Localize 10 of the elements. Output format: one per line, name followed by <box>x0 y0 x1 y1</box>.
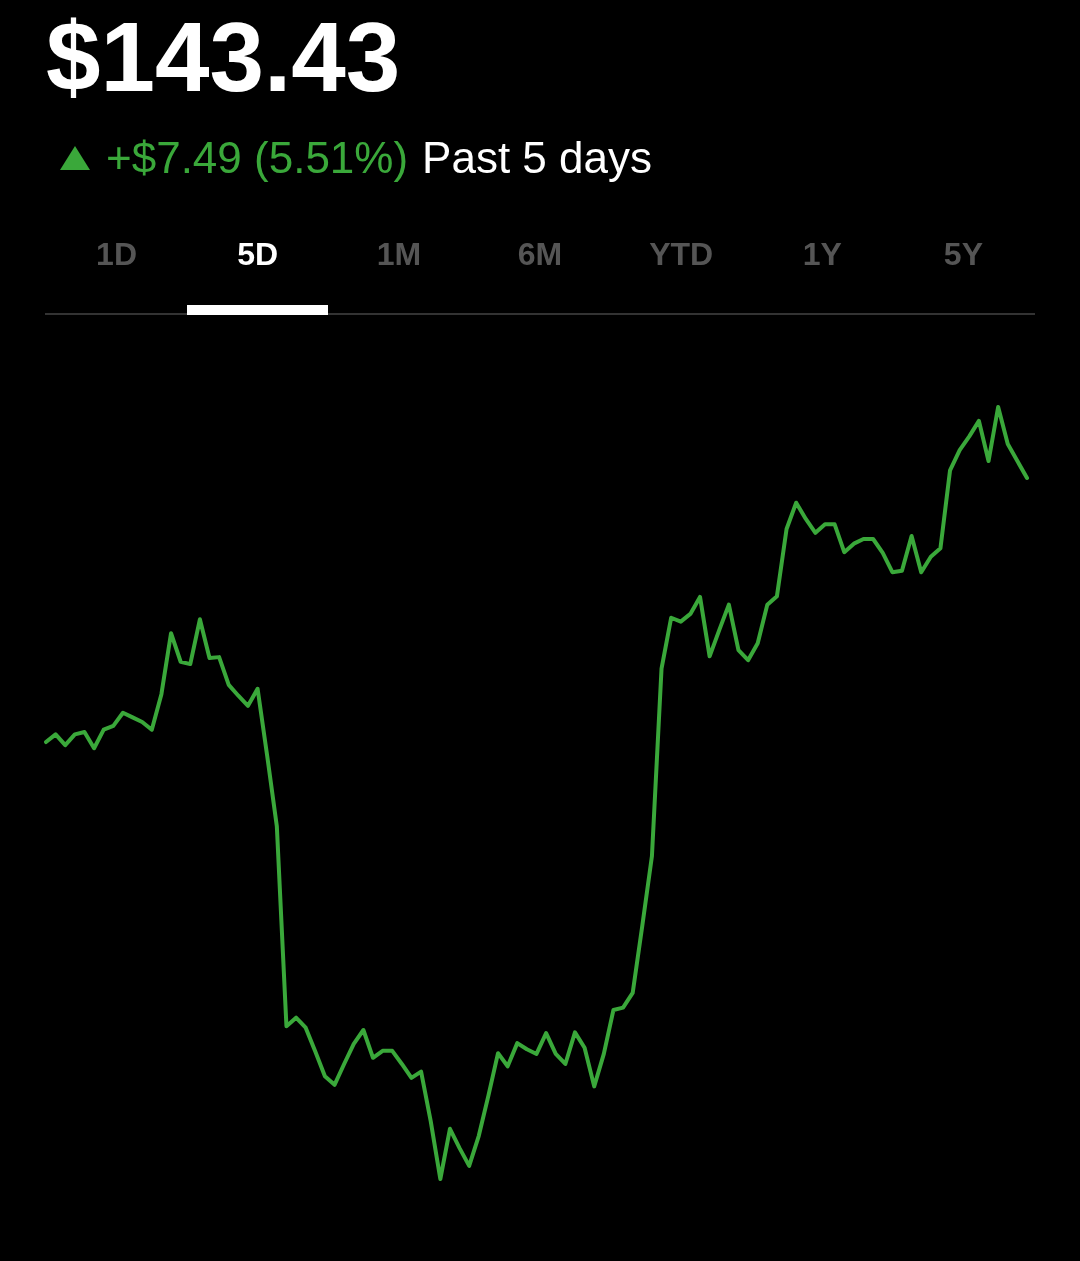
text: 6M <box>516 236 564 273</box>
text: 1Y <box>801 236 843 273</box>
text: 1M <box>375 236 423 273</box>
text: 1D <box>95 236 138 273</box>
text: Past 5 days <box>422 133 652 183</box>
text: 5Y <box>942 236 984 273</box>
chart-subtitle: +$7.49 (5.51%) <box>106 133 409 183</box>
text: YTD <box>648 236 715 273</box>
text: 5D <box>236 236 280 273</box>
chart-title: $143.43 <box>46 2 401 112</box>
